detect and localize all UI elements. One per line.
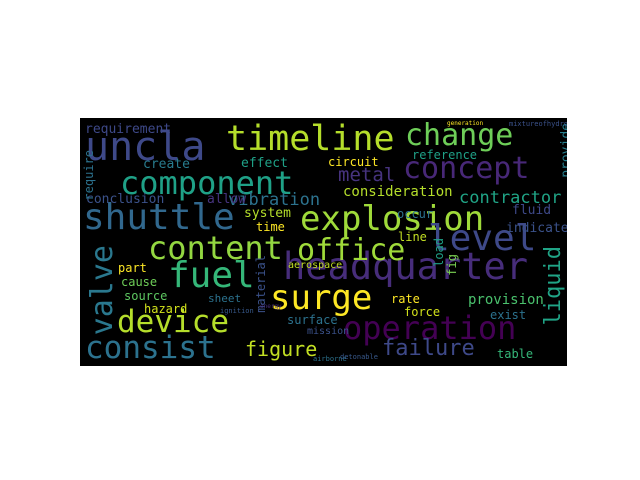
word-liquid: liquid	[541, 246, 566, 326]
word-table: table	[497, 347, 534, 361]
word-office: office	[297, 233, 406, 268]
word-vibration: vibration	[228, 190, 321, 210]
word-allow: allow	[207, 192, 247, 207]
word-occur: occur	[397, 207, 434, 221]
word-fluid: fluid	[512, 203, 552, 218]
word-headquarter: headquarter	[283, 245, 529, 288]
word-detonable: detonable	[340, 353, 378, 361]
word-part: part	[118, 261, 147, 275]
word-cloud: headquarter timeline uncla change component c…	[80, 118, 567, 366]
word-fig: fig	[445, 254, 459, 276]
word-fuel: fuel	[168, 255, 255, 296]
word-reference: reference	[412, 148, 478, 162]
word-system: system	[244, 206, 291, 221]
word-indicate: indicate	[506, 221, 567, 236]
word-requirement: requirement	[85, 122, 172, 137]
word-surface: surface	[287, 313, 338, 327]
word-timeline: timeline	[226, 119, 395, 159]
word-level: level	[428, 218, 537, 259]
word-require: require	[82, 150, 96, 201]
word-surge: surge	[270, 278, 373, 318]
word-concept: concept	[403, 151, 530, 186]
word-load: load	[432, 238, 446, 267]
word-mission: mission	[307, 326, 350, 337]
word-device: device	[117, 304, 229, 340]
word-rate: rate	[391, 292, 420, 306]
word-failure: failure	[382, 336, 475, 361]
word-contractor: contractor	[459, 188, 562, 208]
word-energy: energy	[260, 303, 282, 310]
word-figure: figure	[245, 337, 318, 361]
word-effect: effect	[241, 156, 288, 171]
word-provision: provision	[468, 292, 544, 308]
word-time: time	[256, 220, 285, 234]
word-consideration: consideration	[343, 184, 453, 200]
word-create: create	[143, 157, 190, 172]
word-aerospace: aerospace	[288, 260, 343, 271]
word-source: source	[124, 289, 168, 303]
word-cause: cause	[121, 275, 158, 289]
word-uncla: uncla	[85, 124, 206, 170]
word-force: force	[404, 305, 441, 319]
word-generation: generation	[447, 120, 484, 127]
word-conclusion: conclusion	[86, 192, 165, 207]
word-exist: exist	[490, 308, 527, 322]
word-component: component	[120, 164, 294, 202]
word-content: content	[148, 229, 283, 267]
word-sheet: sheet	[208, 292, 242, 305]
word-shuttle: shuttle	[83, 197, 235, 238]
word-change: change	[405, 118, 514, 153]
word-valve: valve	[85, 245, 120, 336]
word-metal: metal	[338, 164, 396, 186]
word-provide: provide	[559, 123, 567, 178]
word-explosion: explosion	[300, 199, 485, 239]
word-hazard: hazard	[144, 302, 188, 316]
word-ignition: ignition	[220, 307, 254, 315]
word-line: line	[398, 230, 427, 244]
word-airborne: airborne	[313, 355, 347, 363]
word-consist: consist	[85, 330, 216, 366]
word-operation: operation	[343, 309, 517, 347]
word-circuit: circuit	[328, 155, 379, 169]
